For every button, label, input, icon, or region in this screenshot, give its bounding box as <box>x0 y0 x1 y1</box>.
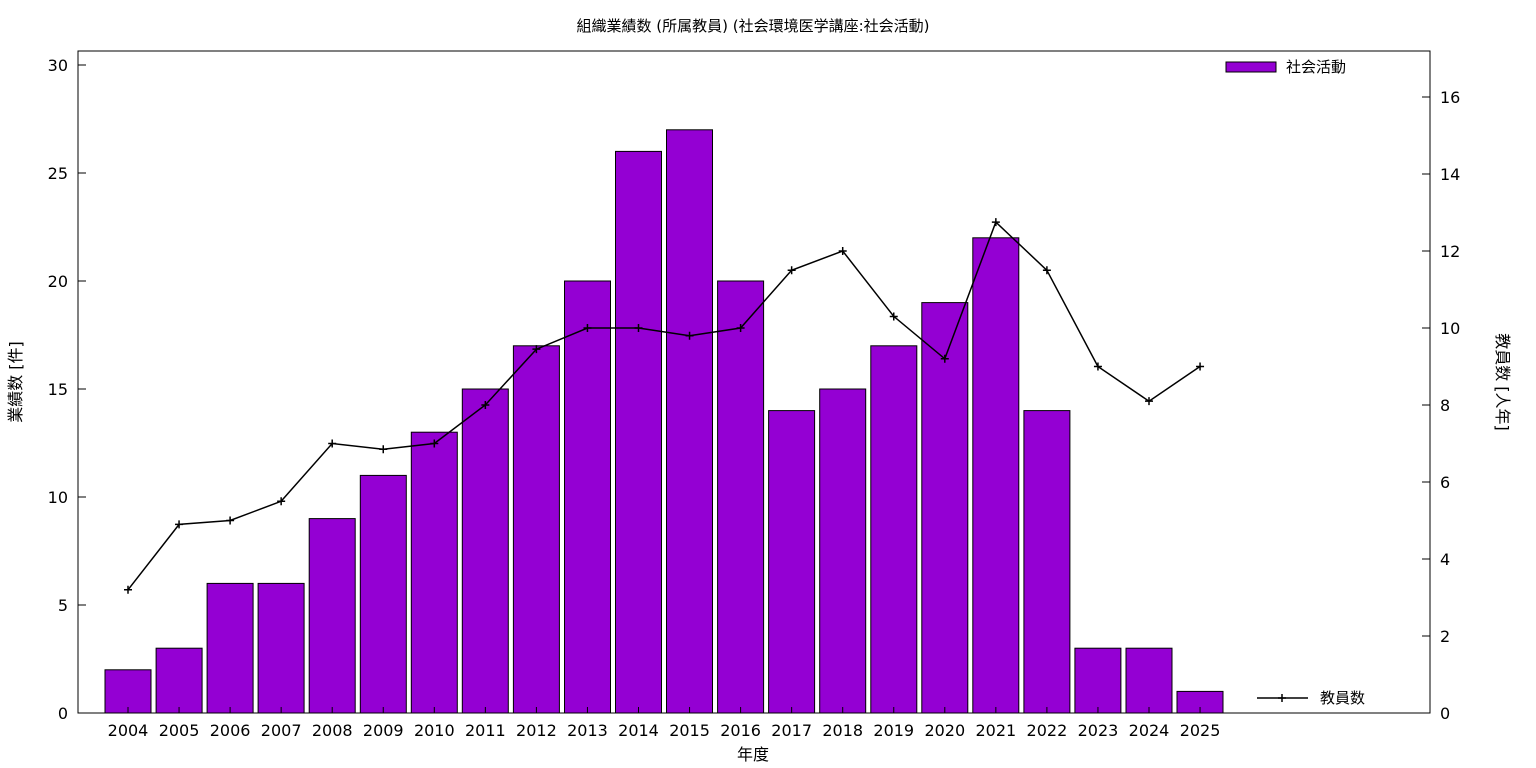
point-2006 <box>226 516 235 525</box>
x-tick-label: 2025 <box>1180 721 1221 740</box>
bar-series <box>104 129 1224 714</box>
bar-2016 <box>717 280 765 714</box>
y2-axis-label: 教員数 [人年] <box>1493 333 1512 431</box>
x-tick-label: 2018 <box>822 721 863 740</box>
y-axis-label: 業績数 [件] <box>6 341 25 423</box>
y2-tick-label: 16 <box>1440 88 1460 107</box>
x-tick-label: 2023 <box>1078 721 1119 740</box>
bar-2017 <box>768 410 816 714</box>
point-2019 <box>889 312 898 321</box>
line-path <box>127 220 1201 591</box>
y-tick-label: 10 <box>48 488 68 507</box>
bar-2006 <box>206 582 254 714</box>
x-tick-label: 2010 <box>414 721 455 740</box>
x-tick-label: 2014 <box>618 721 659 740</box>
bar-2008 <box>308 518 356 714</box>
legend-line-marker <box>1278 694 1286 702</box>
y2-tick-label: 4 <box>1440 550 1450 569</box>
bar-2019 <box>870 345 918 714</box>
point-2007 <box>277 497 286 506</box>
point-2014 <box>634 324 643 332</box>
bar-2012 <box>512 345 560 714</box>
point-2013 <box>583 324 592 332</box>
point-2017 <box>787 266 796 275</box>
legend-bar-label: 社会活動 <box>1286 58 1346 76</box>
bar-2018 <box>819 388 867 714</box>
chart-title: 組織業績数 (所属教員) (社会環境医学講座:社会活動) <box>576 17 929 35</box>
bar-2023 <box>1074 647 1122 714</box>
x-tick-label: 2011 <box>465 721 506 740</box>
point-2008 <box>328 439 337 448</box>
point-2018 <box>838 247 847 255</box>
point-2021 <box>991 218 1000 227</box>
x-tick-label: 2006 <box>210 721 251 740</box>
x-tick-label: 2017 <box>771 721 812 740</box>
legend-line-label: 教員数 <box>1320 689 1365 707</box>
x-axis-label: 年度 <box>737 745 769 764</box>
bar-2009 <box>359 474 407 714</box>
y-tick-label: 15 <box>48 380 68 399</box>
point-2023 <box>1093 362 1102 371</box>
y-tick-label: 0 <box>58 704 68 723</box>
x-tick-label: 2005 <box>159 721 200 740</box>
y-tick-label: 30 <box>48 56 68 75</box>
x-tick-label: 2020 <box>924 721 965 740</box>
point-2015 <box>685 331 694 340</box>
legend-bar-swatch <box>1225 61 1277 73</box>
y2-tick-label: 0 <box>1440 704 1450 723</box>
y2-tick-label: 10 <box>1440 319 1460 338</box>
bar-2005 <box>155 647 203 714</box>
x-tick-label: 2012 <box>516 721 557 740</box>
y2-tick-label: 2 <box>1440 627 1450 646</box>
point-2022 <box>1042 266 1051 275</box>
y2-tick-label: 12 <box>1440 242 1460 261</box>
point-2009 <box>379 445 388 454</box>
bar-2010 <box>410 431 458 714</box>
bar-2020 <box>921 302 969 714</box>
x-tick-label: 2016 <box>720 721 761 740</box>
x-tick-label: 2009 <box>363 721 404 740</box>
bar-2015 <box>666 129 713 714</box>
point-2020 <box>940 354 949 363</box>
x-tick-label: 2008 <box>312 721 353 740</box>
bar-2013 <box>564 280 611 714</box>
y2-tick-label: 8 <box>1440 396 1450 415</box>
point-2024 <box>1145 397 1153 406</box>
point-2012 <box>532 345 541 354</box>
y-tick-label: 25 <box>48 164 68 183</box>
y-tick-label: 20 <box>48 272 68 291</box>
bar-2007 <box>257 582 305 714</box>
legend: 社会活動 教員数 <box>1225 58 1365 707</box>
bar-2011 <box>461 388 509 714</box>
x-tick-label: 2019 <box>873 721 914 740</box>
point-2004 <box>124 585 132 594</box>
x-tick-label: 2021 <box>975 721 1016 740</box>
line-series <box>124 218 1205 594</box>
bar-2004 <box>104 669 152 714</box>
bar-2024 <box>1125 647 1173 714</box>
point-2025 <box>1196 362 1205 371</box>
point-2010 <box>430 439 439 448</box>
x-tick-label: 2013 <box>567 721 608 740</box>
x-tick-label: 2024 <box>1129 721 1170 740</box>
y2-tick-label: 14 <box>1440 165 1460 184</box>
bar-2021 <box>972 237 1020 714</box>
legend-plus-marker <box>1278 694 1286 702</box>
point-2005 <box>175 520 184 529</box>
y2-tick-label: 6 <box>1440 473 1450 492</box>
point-2016 <box>736 324 745 332</box>
x-tick-label: 2015 <box>669 721 710 740</box>
x-tick-label: 2004 <box>108 721 149 740</box>
point-2011 <box>481 401 490 409</box>
x-tick-label: 2007 <box>261 721 302 740</box>
x-tick-label: 2022 <box>1027 721 1068 740</box>
bar-2014 <box>615 150 662 714</box>
bar-2022 <box>1023 410 1071 714</box>
y-tick-label: 5 <box>58 596 68 615</box>
